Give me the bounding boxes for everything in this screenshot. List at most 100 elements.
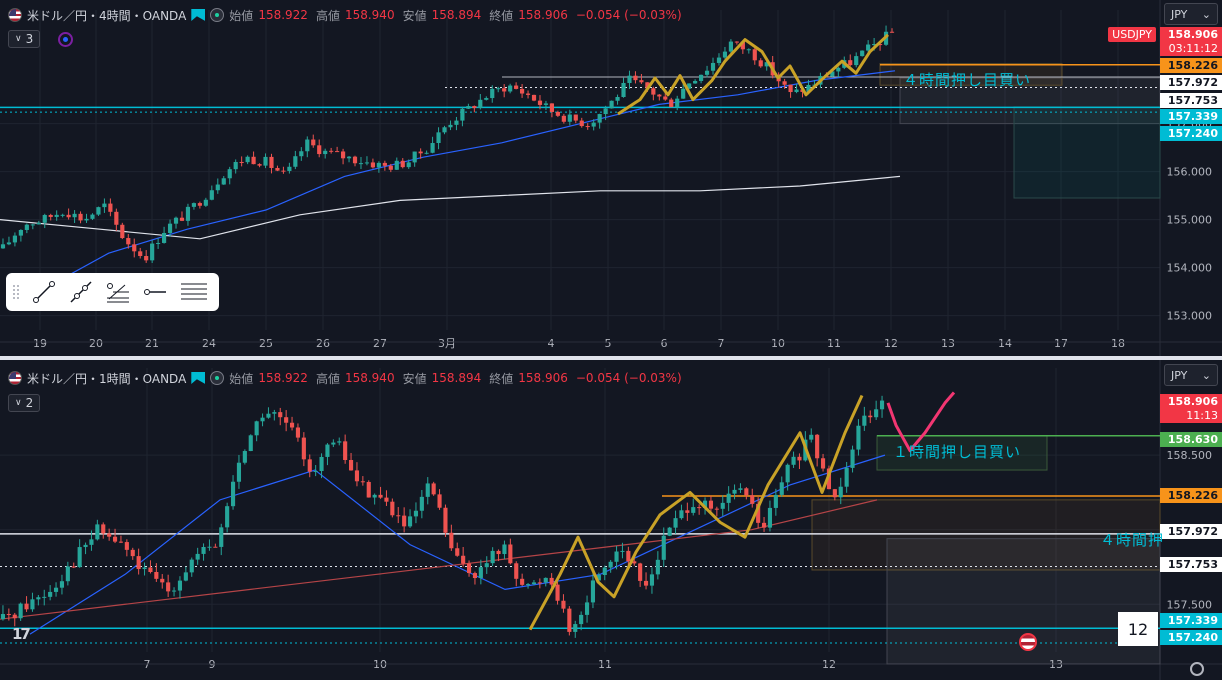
price-tag: 157.240: [1160, 126, 1222, 141]
open-value: 158.922: [258, 8, 308, 22]
candle-body: [567, 114, 572, 122]
candle-body: [573, 114, 578, 121]
candle-body: [430, 143, 435, 153]
counter-value: 2: [25, 396, 34, 410]
bookmark-icon[interactable]: [191, 9, 206, 21]
visibility-icon[interactable]: [210, 8, 225, 22]
indicator-counter[interactable]: ∨ 2: [8, 394, 41, 412]
candle-body: [343, 441, 348, 461]
pane-divider[interactable]: [0, 356, 1222, 360]
candle-body: [502, 544, 507, 555]
candle-body: [740, 41, 745, 50]
candle-body: [191, 203, 197, 207]
candle-body: [830, 71, 835, 77]
candle-body: [649, 574, 655, 586]
candle-body: [148, 567, 153, 572]
indicator-counter[interactable]: ∨ 3: [8, 30, 41, 48]
candle-body: [42, 214, 47, 223]
candle-body: [461, 555, 466, 564]
candle-body: [785, 464, 790, 483]
candle-body: [390, 501, 395, 516]
drawing-label-1h[interactable]: １時間押し目買い: [893, 443, 1022, 461]
candle-body: [144, 256, 149, 261]
visibility-icon[interactable]: [210, 371, 225, 385]
candle-body: [12, 235, 18, 243]
chart-pane-4h[interactable]: 19 20 21 24 25 26 27 3月 4 5 6 7 10 11 12 13 14 17 18 153.00…: [0, 0, 1222, 356]
candle-body: [667, 527, 672, 536]
candle-body: [514, 85, 519, 89]
candle-body: [722, 51, 728, 58]
sync-icon[interactable]: [58, 32, 73, 47]
candle-body: [382, 162, 387, 166]
candle-body: [608, 561, 613, 568]
open-label: 始値: [229, 8, 254, 23]
tradingview-logo[interactable]: 17: [12, 625, 31, 643]
candle-body: [856, 425, 861, 450]
zone-rect: [811, 499, 1161, 571]
candle-body: [868, 415, 873, 418]
candle-body: [323, 150, 328, 155]
candle-body: [702, 500, 708, 509]
candle-body: [848, 60, 853, 66]
currency-button[interactable]: JPY ⌄: [1164, 364, 1218, 386]
candle-body: [120, 224, 125, 239]
candle-body: [679, 510, 684, 519]
trend-line-icon[interactable]: [31, 279, 57, 305]
price-tag: 157.240: [1160, 630, 1222, 645]
candle-body: [502, 88, 507, 92]
candle-body: [195, 553, 200, 560]
candle-body: [173, 217, 179, 224]
x-tick-label: 21: [145, 337, 159, 350]
candle-body: [704, 70, 710, 75]
symbol-title[interactable]: 米ドル／円・1時間・OANDA: [27, 371, 187, 386]
drawing-label-4h[interactable]: ４時間押し目買い: [903, 71, 1032, 89]
candle-body: [732, 489, 737, 494]
drag-handle-icon[interactable]: [12, 284, 20, 300]
candle-body: [0, 614, 6, 620]
candle-body: [266, 413, 271, 418]
candle-body: [779, 482, 784, 495]
candle-body: [384, 497, 389, 502]
candle-body: [150, 243, 155, 261]
currency-button[interactable]: JPY ⌄: [1164, 3, 1218, 25]
candle-body: [639, 80, 644, 83]
candle-body: [756, 503, 761, 523]
price-tag: 158.630: [1160, 432, 1222, 447]
candle-body: [30, 599, 35, 610]
symbol-title[interactable]: 米ドル／円・4時間・OANDA: [27, 8, 187, 23]
candle-body: [364, 162, 370, 164]
ray-line-icon[interactable]: [68, 279, 94, 305]
candle-body: [561, 115, 566, 122]
candle-body: [645, 82, 650, 89]
candle-body: [549, 103, 555, 112]
moving-average-line: [0, 499, 878, 620]
candle-body: [508, 544, 513, 564]
bookmark-icon[interactable]: [191, 372, 206, 384]
candle-body: [832, 489, 837, 498]
candle-body: [207, 546, 212, 548]
candle-body: [413, 510, 419, 517]
countdown-tag: 03:11:12: [1160, 41, 1222, 56]
candle-body: [24, 603, 29, 610]
candle-body: [156, 242, 161, 244]
chevron-down-icon: ∨: [15, 398, 22, 408]
candle-body: [319, 456, 324, 472]
fib-icon[interactable]: [105, 279, 131, 305]
candle-body: [65, 566, 70, 582]
horizontal-ray-icon[interactable]: [142, 279, 168, 305]
drawing-label-4h[interactable]: ４時間押: [1100, 531, 1165, 549]
us-event-flag-icon[interactable]: [1019, 633, 1037, 651]
candle-body: [230, 481, 236, 507]
candle-body: [130, 549, 135, 557]
candle-body: [596, 574, 601, 581]
candle-body: [161, 232, 167, 243]
drawing-toolbar[interactable]: [6, 273, 219, 311]
candle-body: [698, 74, 704, 81]
candle-body: [603, 108, 608, 115]
horizontal-lines-icon[interactable]: [179, 279, 209, 305]
x-tick-label: 13: [941, 337, 955, 350]
gear-icon[interactable]: [1190, 662, 1204, 676]
candle-body: [287, 166, 292, 171]
